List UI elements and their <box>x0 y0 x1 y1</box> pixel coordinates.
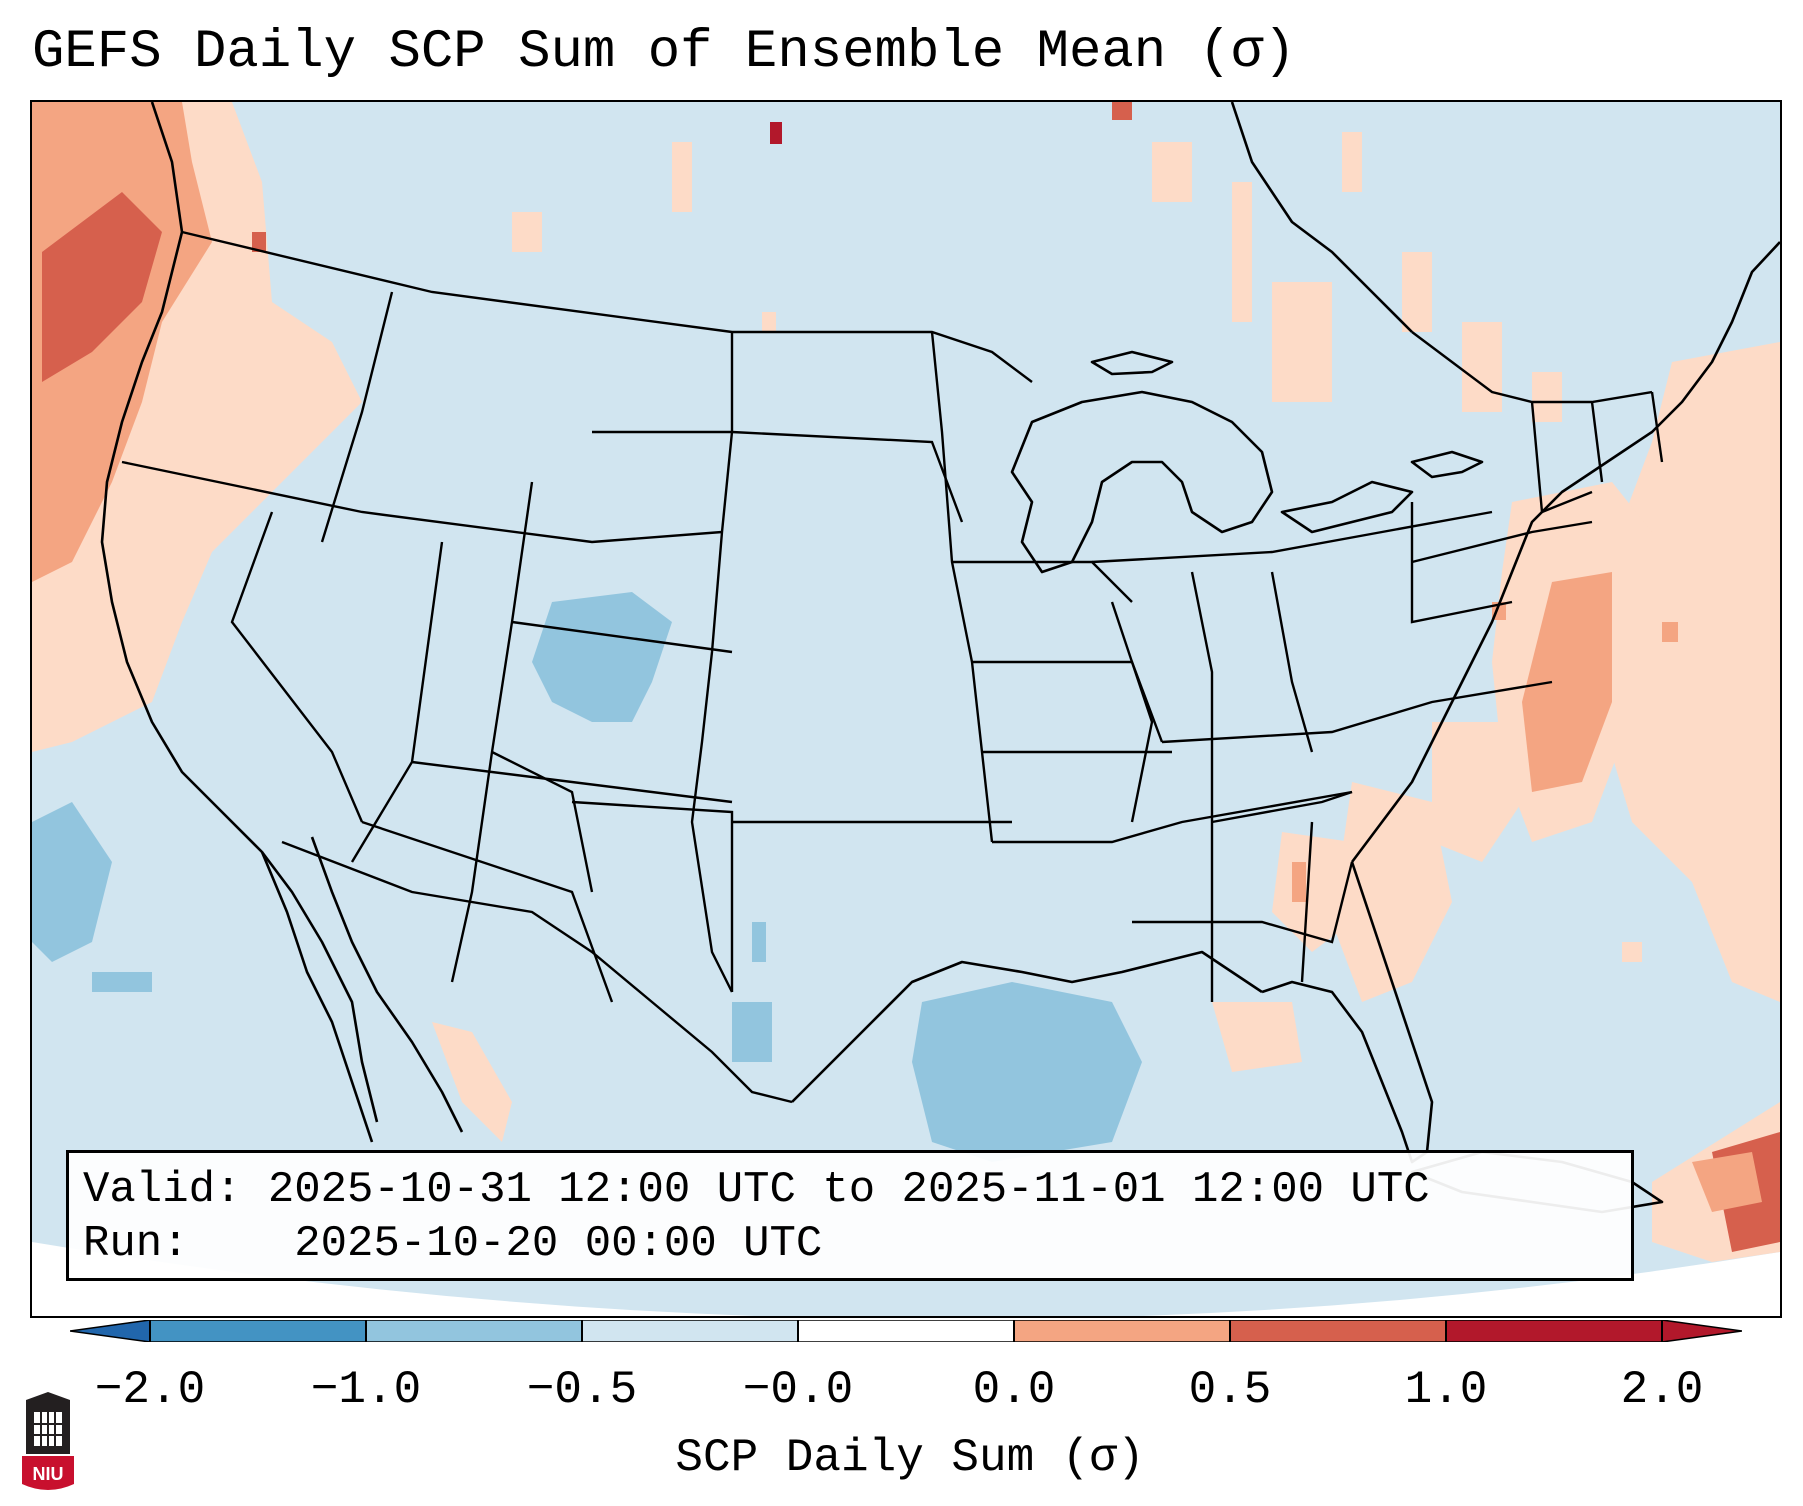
anomaly-red-pixel-2 <box>1112 102 1132 120</box>
anomaly-scattered-north <box>512 132 1562 422</box>
anomaly-negative-gulf <box>732 922 1142 1162</box>
colorbar-segment-2 <box>366 1320 582 1342</box>
colorbar-segment-4 <box>1014 1320 1230 1342</box>
map-state-borders <box>121 230 1664 1104</box>
anomaly-pacific-northwest <box>32 102 362 752</box>
colorbar-tick-label: −0.5 <box>526 1364 638 1416</box>
colorbar-segment-5 <box>1230 1320 1446 1342</box>
valid-time-range: 2025-10-31 12:00 UTC to 2025-11-01 12:00… <box>267 1165 1430 1215</box>
valid-label: Valid: <box>83 1165 242 1215</box>
anomaly-negative-pacific <box>32 802 152 992</box>
colorbar-segment-1 <box>150 1320 366 1342</box>
colorbar-segment-3 <box>582 1320 798 1342</box>
niu-logo-text: NIU <box>33 1464 64 1484</box>
map-panel <box>30 100 1782 1318</box>
map-coastlines <box>100 102 1780 1214</box>
map-field-background <box>32 102 1780 1316</box>
colorbar-tick-label: −2.0 <box>94 1364 206 1416</box>
colorbar-label: SCP Daily Sum (σ) <box>675 1432 1145 1484</box>
validity-info-box: Valid: 2025-10-31 12:00 UTC to 2025-11-0… <box>66 1150 1634 1281</box>
anomaly-baja <box>432 1022 512 1142</box>
colorbar-segment-zero <box>798 1320 1014 1342</box>
colorbar-tick-label: −0.0 <box>742 1364 854 1416</box>
anomaly-east-atlantic <box>1212 342 1780 1262</box>
colorbar-extend-low <box>70 1320 150 1342</box>
run-label: Run: <box>83 1219 189 1269</box>
run-time: 2025-10-20 00:00 UTC <box>294 1219 823 1269</box>
colorbar-tick-label: 2.0 <box>1620 1364 1704 1416</box>
colorbar-tick-label: 0.5 <box>1188 1364 1272 1416</box>
colorbar-tick-label: 1.0 <box>1404 1364 1488 1416</box>
anomaly-red-pixel <box>770 122 782 144</box>
niu-logo: NIU <box>22 1392 74 1490</box>
colorbar-extend-high <box>1662 1320 1742 1342</box>
colorbar-segment-6 <box>1446 1320 1662 1342</box>
colorbar-tick-label: 0.0 <box>972 1364 1056 1416</box>
colorbar <box>70 1320 1742 1342</box>
anomaly-negative-colorado <box>532 592 672 722</box>
colorbar-tick-label: −1.0 <box>310 1364 422 1416</box>
map-canvas <box>32 102 1780 1316</box>
map-title: GEFS Daily SCP Sum of Ensemble Mean (σ) <box>32 22 1296 83</box>
